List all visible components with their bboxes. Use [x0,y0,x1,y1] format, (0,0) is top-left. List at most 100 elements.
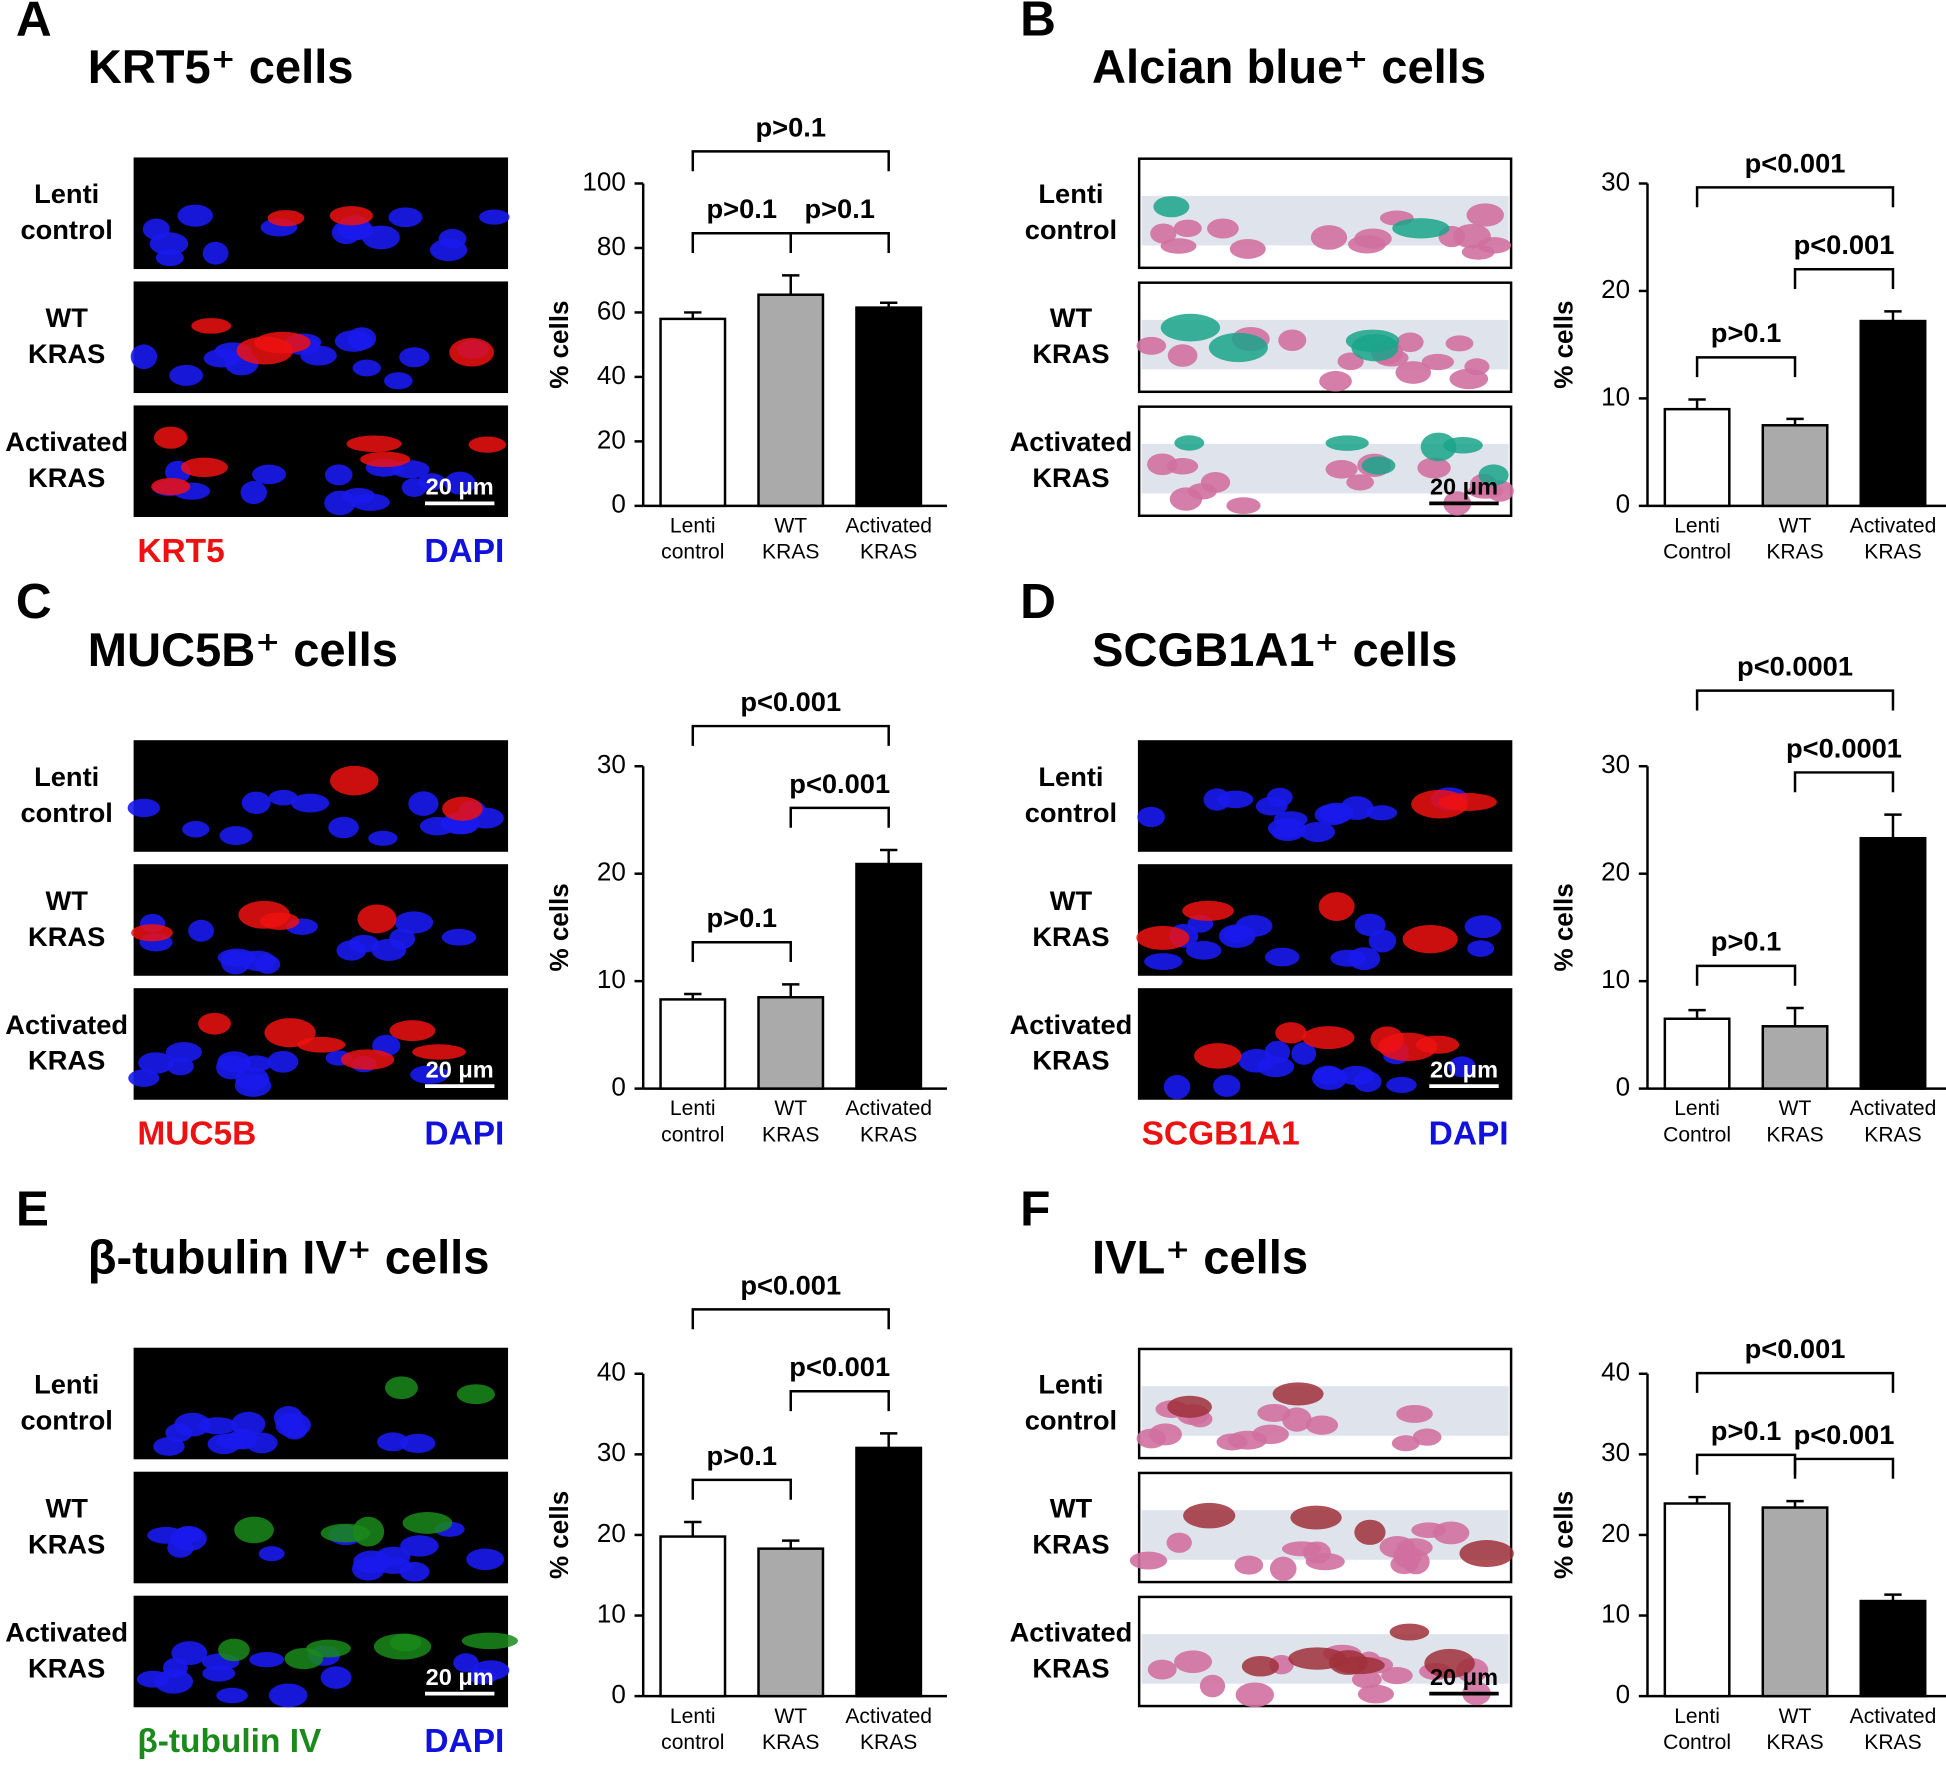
panel-letter: B [1020,0,1056,46]
image-row-label: Lenti [34,761,99,792]
image-row-label: KRAS [1032,1528,1109,1559]
bar [1663,407,1731,508]
nucleus [1300,821,1336,842]
nucleus [169,364,204,386]
stain-label: DAPI [424,1116,504,1153]
nucleus [136,1670,170,1688]
nucleus [399,347,430,368]
image-row-label: WT [45,302,88,333]
stain-spot [357,904,397,934]
cell [1325,460,1358,479]
stain-label: DAPI [424,533,504,570]
nucleus [182,821,210,838]
nucleus [441,928,477,946]
micrograph [133,157,510,270]
nucleus [268,1683,308,1708]
cell [1150,223,1177,244]
cell [1466,203,1504,227]
panel-letter: A [16,0,52,46]
nucleus [352,359,381,377]
x-tick-label: KRAS [1766,541,1823,564]
y-tick-label: 0 [611,489,625,519]
cell [1305,1415,1339,1435]
stain-spot [1438,793,1497,811]
cell [1417,457,1451,479]
x-tick-label: Activated [1850,1705,1937,1728]
cell [1147,1659,1177,1680]
cell [1207,218,1239,239]
p-value-label: p>0.1 [1711,317,1781,348]
micrograph [1136,281,1513,394]
y-tick-label: 40 [597,1357,626,1387]
x-tick-label: WT [774,1705,807,1728]
nucleus [1217,790,1254,809]
significance-bracket [1793,267,1895,290]
cell [1234,1555,1264,1575]
cell [1412,1428,1442,1446]
error-bar [1786,417,1804,426]
scale-bar-label: 20 μm [1430,474,1498,500]
image-row-label: KRAS [28,921,105,952]
y-tick-label: 10 [1601,964,1630,994]
p-value-label: p<0.001 [1745,1333,1846,1364]
significance-bracket [1793,771,1895,793]
error-bar [782,983,800,998]
x-tick-label: KRAS [1864,541,1921,564]
significance-bracket [1695,1371,1895,1393]
stain-spot [340,1049,395,1070]
stain-spot [236,336,294,365]
error-bar [684,1520,702,1537]
stain-spot [442,796,483,821]
nucleus [300,345,337,366]
error-bar [1884,310,1902,322]
stain-spot [1208,332,1268,363]
y-tick-label: 40 [597,360,626,390]
stain-spot [1478,464,1509,486]
image-row-label: Lenti [34,178,99,209]
panel: F IVL⁺ cells Lenti control WT KRAS Activated KR… [1010,1181,1946,1754]
error-bar [684,992,702,1000]
x-tick-label: Control [1663,1731,1731,1754]
x-tick-label: Lenti [1674,1705,1720,1728]
nucleus [246,1432,278,1454]
stain-label: DAPI [424,1723,504,1760]
nucleus [167,1537,194,1558]
nucleus [320,1666,352,1689]
y-tick-label: 0 [611,1071,625,1101]
cell [1281,1541,1322,1557]
x-tick-label: KRAS [1864,1123,1921,1146]
cell [1381,1667,1413,1685]
p-value-label: p<0.001 [740,686,841,717]
image-row-label: KRAS [1032,1652,1109,1683]
stain-spot [1272,1382,1324,1406]
x-tick-label: Activated [1850,515,1937,538]
stain-spot [297,1036,346,1053]
cell [1395,361,1432,384]
error-bar [1688,398,1706,410]
y-tick-label: 0 [1616,489,1630,519]
nucleus [351,1557,385,1581]
image-row-label: WT [1050,302,1093,333]
scale-bar-label: 20 μm [1430,1056,1498,1082]
error-bar [782,274,800,295]
y-axis-label: % cells [1549,301,1579,389]
image-row-label: KRAS [28,338,105,369]
cell [1199,1674,1226,1698]
stain-spot [234,1516,274,1544]
nucleus [479,209,510,225]
bar [1761,1506,1829,1698]
significance-bracket [789,1390,890,1412]
bar [1663,1017,1731,1090]
nucleus [290,793,330,813]
nucleus [1267,818,1307,839]
y-tick-label: 30 [1601,1437,1630,1467]
x-tick-label: Lenti [670,1705,716,1728]
image-row-label: Activated [5,1616,128,1647]
y-tick-label: 0 [1616,1071,1630,1101]
x-tick-label: WT [1779,1097,1812,1120]
panel-title: KRT5⁺ cells [88,40,354,93]
significance-bracket [691,231,792,254]
p-value-label: p<0.0001 [1737,650,1853,681]
x-tick-label: WT [1779,515,1812,538]
x-tick-label: Lenti [670,1097,716,1120]
